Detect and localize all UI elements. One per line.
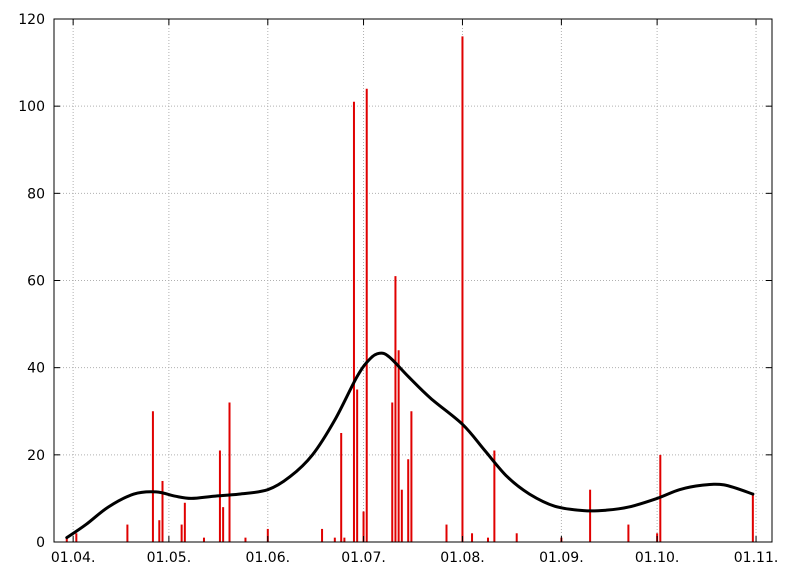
y-tick-label: 40 <box>27 361 45 377</box>
curve-layer <box>65 351 755 540</box>
y-tick-label: 100 <box>18 99 45 115</box>
tick-layer <box>54 18 772 543</box>
plot-frame <box>53 18 773 543</box>
smoothed-trend-line <box>65 351 755 540</box>
y-tick-label: 60 <box>27 274 45 290</box>
x-tick-label: 01.07. <box>341 550 386 566</box>
bar-layer <box>65 36 754 542</box>
x-tick-label: 01.04. <box>51 550 96 566</box>
y-tick-label: 20 <box>27 448 45 464</box>
grid-layer <box>54 19 772 542</box>
x-tick-label: 01.08. <box>440 550 485 566</box>
label-layer: 01.04. 01.05. 01.06. 01.07. 01.08. 01.09. 01.1… <box>18 12 778 566</box>
x-tick-label: 01.09. <box>539 550 584 566</box>
x-tick-label: 01.06. <box>246 550 291 566</box>
x-tick-label: 01.05. <box>147 550 192 566</box>
x-tick-label: 01.11. <box>734 550 779 566</box>
y-tick-label: 120 <box>18 12 45 28</box>
y-tick-label: 80 <box>27 186 45 202</box>
y-tick-label: 0 <box>36 535 45 551</box>
x-tick-label: 01.10. <box>635 550 680 566</box>
